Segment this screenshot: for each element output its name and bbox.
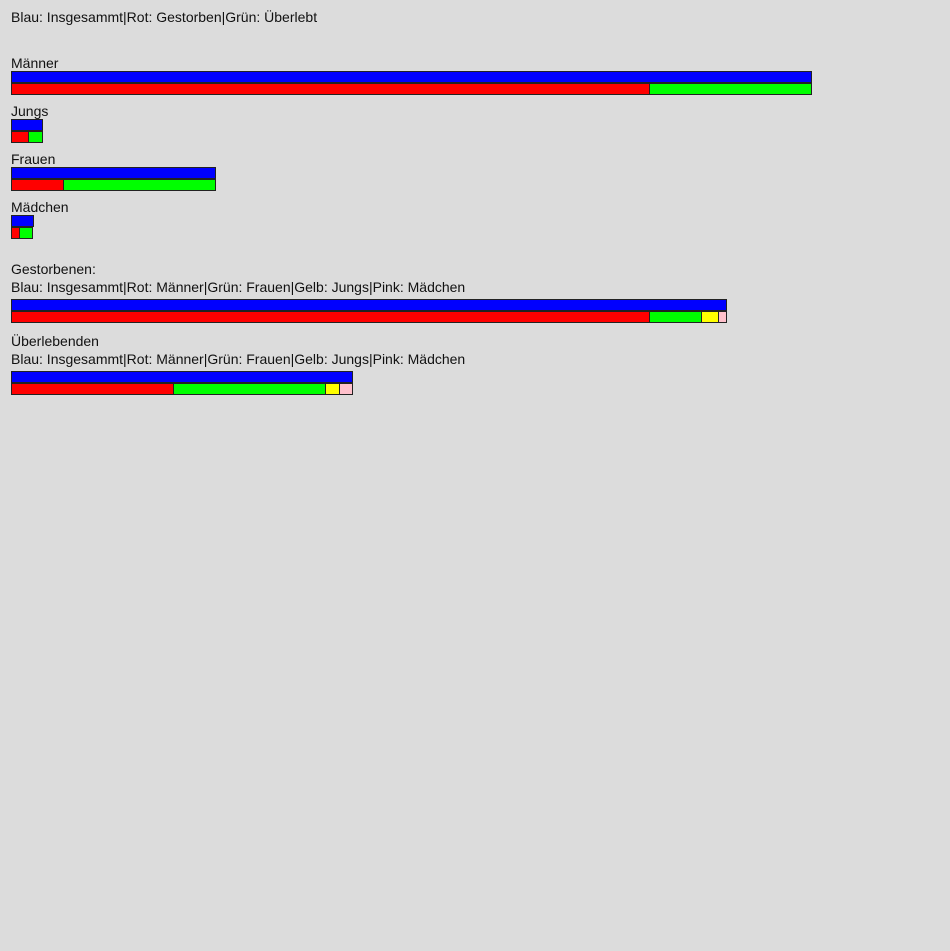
survived-bar-boys [28, 131, 43, 143]
died-bar-men [11, 83, 650, 95]
survived-bar-girls [19, 227, 33, 239]
breakdown-row-men [11, 83, 812, 95]
died-bar-boys [11, 131, 29, 143]
survived-bar-men [649, 83, 812, 95]
died-men-bar [11, 311, 650, 323]
died-breakdown-row [11, 311, 727, 323]
died-bar-women [11, 179, 64, 191]
died-girls-bar [718, 311, 727, 323]
died-boys-bar [701, 311, 719, 323]
group-label-boys: Jungs [11, 103, 49, 119]
died-total-bar [11, 299, 727, 311]
breakdown-row-women [11, 179, 216, 191]
group-label-men: Männer [11, 55, 59, 71]
total-bar-girls [11, 215, 34, 227]
survived-total-bar [11, 371, 353, 383]
breakdown-row-girls [11, 227, 33, 239]
breakdown-row-boys [11, 131, 43, 143]
survived-women-bar [173, 383, 326, 395]
survived-bar-women [63, 179, 216, 191]
total-bar-boys [11, 119, 43, 131]
died-title: Gestorbenen: [11, 261, 96, 277]
total-bar-men [11, 71, 812, 83]
group-label-women: Frauen [11, 151, 56, 167]
total-bar-women [11, 167, 216, 179]
group-label-girls: Mädchen [11, 199, 69, 215]
survived-title: Überlebenden [11, 333, 99, 349]
survived-men-bar [11, 383, 174, 395]
survived-girls-bar [339, 383, 353, 395]
survived-breakdown-row [11, 383, 353, 395]
died-legend: Blau: Insgesammt|Rot: Männer|Grün: Fraue… [11, 279, 466, 295]
survived-boys-bar [325, 383, 340, 395]
survived-legend: Blau: Insgesammt|Rot: Männer|Grün: Fraue… [11, 351, 466, 367]
died-women-bar [649, 311, 702, 323]
color-legend: Blau: Insgesammt|Rot: Gestorben|Grün: Üb… [11, 9, 318, 25]
